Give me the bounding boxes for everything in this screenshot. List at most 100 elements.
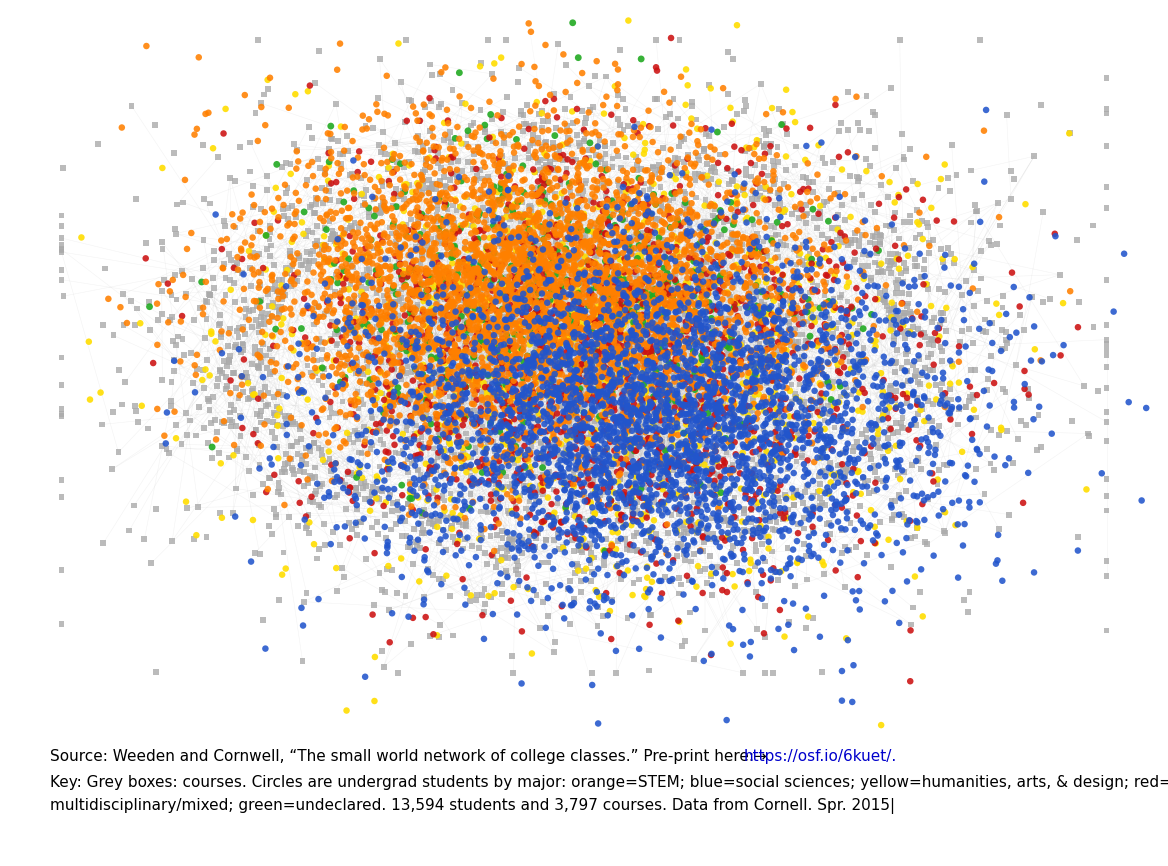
Point [684,307,703,321]
Point [507,563,526,577]
Point [790,317,808,331]
Point [724,539,743,553]
Point [380,297,398,311]
Point [484,352,502,365]
Point [499,201,517,215]
Point [328,380,347,394]
Point [422,417,440,431]
Point [640,461,659,475]
Point [397,328,416,342]
Point [222,398,241,412]
Point [503,204,522,218]
Point [738,306,757,320]
Point [487,449,506,463]
Point [536,255,555,268]
Point [589,562,607,576]
Point [259,82,278,96]
Point [777,150,795,164]
Point [305,436,324,450]
Point [626,309,645,323]
Point [551,124,570,138]
Point [634,289,653,303]
Point [598,368,617,382]
Point [649,409,668,423]
Point [419,381,438,395]
Point [652,330,670,344]
Point [755,308,773,322]
Point [561,353,579,367]
Point [626,281,645,294]
Point [783,365,801,378]
Point [696,322,715,336]
Point [530,210,549,224]
Point [635,343,654,357]
Point [321,274,340,288]
Point [745,270,764,284]
Point [1069,320,1087,334]
Point [777,121,795,135]
Point [795,395,814,409]
Point [732,255,751,269]
Point [755,352,773,365]
Point [471,308,489,322]
Point [417,480,436,494]
Point [555,446,573,460]
Point [850,318,869,332]
Point [370,271,389,285]
Point [565,294,584,307]
Point [276,333,294,347]
Point [656,344,675,358]
Point [287,143,306,157]
Point [745,242,764,256]
Point [449,276,467,290]
Point [702,462,721,476]
Point [526,320,544,333]
Point [704,421,723,435]
Point [368,475,387,488]
Point [244,200,263,214]
Point [520,120,538,133]
Point [759,357,778,371]
Point [723,430,742,443]
Point [690,428,709,442]
Point [431,280,450,294]
Point [464,189,482,203]
Point [743,248,762,262]
Point [569,309,588,323]
Point [548,219,566,233]
Point [482,67,501,81]
Point [734,417,752,431]
Point [272,279,291,293]
Point [547,315,565,329]
Point [519,416,537,430]
Point [430,376,449,390]
Point [557,475,576,488]
Point [746,421,765,435]
Point [499,335,517,349]
Point [621,442,640,456]
Point [1063,414,1082,428]
Point [507,339,526,353]
Point [624,514,642,528]
Point [705,210,724,224]
Point [641,341,660,355]
Point [912,270,931,284]
Point [677,325,696,339]
Point [676,62,695,76]
Point [426,242,445,256]
Point [531,391,550,404]
Point [765,294,784,307]
Point [927,214,946,228]
Point [633,315,652,329]
Point [569,372,588,385]
Point [755,235,773,249]
Point [572,517,591,531]
Point [663,289,682,303]
Point [575,442,593,456]
Point [509,186,528,200]
Point [710,499,729,513]
Point [833,457,851,471]
Point [604,270,623,284]
Point [735,261,753,275]
Point [505,327,523,341]
